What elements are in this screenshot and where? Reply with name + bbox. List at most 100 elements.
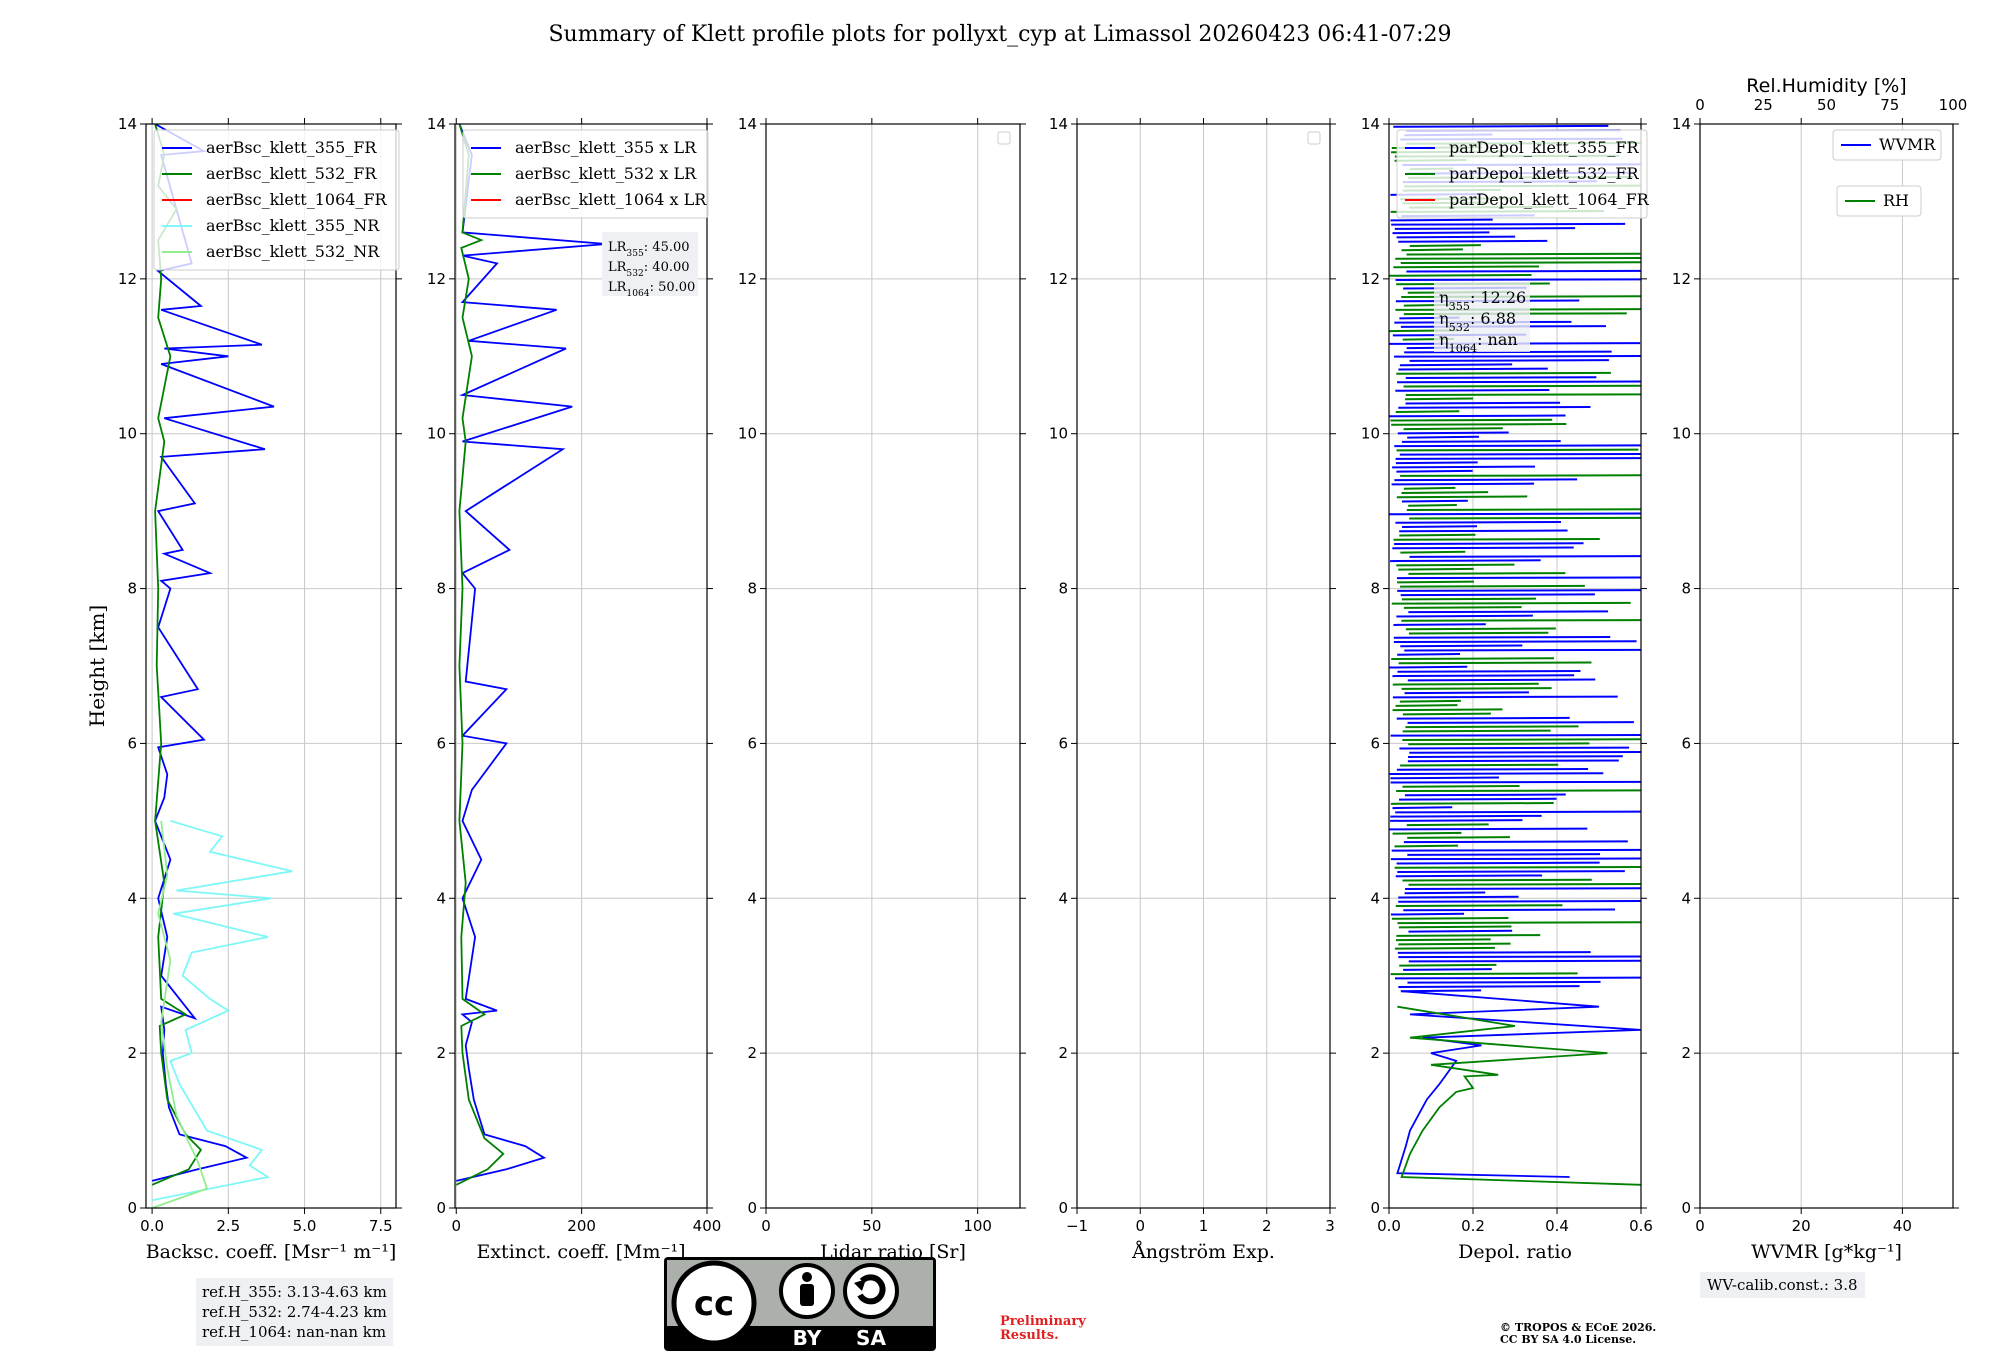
depol-noise-line — [1408, 929, 1513, 933]
y-tick-label: 4 — [436, 889, 446, 907]
depol-noise-line — [1392, 465, 1535, 469]
eta-value: η355: 12.26 — [1439, 288, 1526, 313]
depol-noise-line — [1392, 695, 1618, 699]
y-tick-label: 6 — [436, 734, 446, 752]
depol-noise-line — [1392, 708, 1503, 712]
top-tick-label: 100 — [1939, 96, 1968, 114]
depol-noise-line — [1398, 985, 1580, 988]
series-line-aerBsc_klett_355 x LR — [456, 124, 607, 1182]
depol-noise-line — [1406, 269, 1641, 273]
depol-noise-line — [1395, 256, 1641, 260]
x-tick-label: 2 — [1262, 1217, 1272, 1235]
depol-noise-line — [1398, 942, 1511, 946]
depol-noise-line — [1396, 469, 1473, 473]
depol-noise-line — [1407, 721, 1634, 724]
depol-noise-line — [1390, 776, 1499, 780]
figure-title: Summary of Klett profile plots for polly… — [548, 22, 1452, 47]
y-tick-label: 4 — [1058, 889, 1068, 907]
depol-noise-line — [1396, 614, 1533, 618]
depol-noise-line — [1398, 895, 1519, 899]
x-tick-label: 0.0 — [140, 1217, 164, 1235]
top-tick-label: 0 — [1695, 96, 1705, 114]
depol-noise-line — [1391, 222, 1626, 226]
legend-box — [1832, 129, 1942, 161]
depol-noise-line — [1401, 491, 1489, 494]
x-tick-label: 0.0 — [1377, 1217, 1401, 1235]
y-tick-label: 6 — [127, 734, 137, 752]
legend-label: aerBsc_klett_532_NR — [206, 242, 380, 261]
depol-noise-line — [1391, 917, 1509, 920]
depol-noise-line — [1403, 606, 1522, 609]
depol-noise-line — [1397, 652, 1461, 656]
x-tick-label: 3 — [1325, 1217, 1335, 1235]
depol-noise-line — [1390, 857, 1641, 861]
depol-noise-line — [1408, 572, 1566, 575]
depol-noise-line — [1403, 908, 1616, 912]
depol-noise-line — [1406, 823, 1489, 827]
depol-noise-line — [1394, 542, 1584, 546]
y-tick-label: 2 — [1681, 1044, 1691, 1062]
x-tick-label: 5.0 — [293, 1217, 317, 1235]
depol-noise-line — [1400, 644, 1523, 648]
depol-noise-line — [1394, 844, 1459, 848]
depol-noise-line — [1404, 691, 1529, 695]
y-tick-label: 10 — [427, 425, 446, 443]
depol-noise-line — [1395, 704, 1458, 707]
depol-noise-line — [1396, 563, 1515, 567]
depol-noise-line — [1389, 772, 1604, 776]
y-tick-label: 8 — [747, 580, 757, 598]
sa-arrow-head-icon — [854, 1279, 866, 1291]
depol-noise-line — [1401, 619, 1641, 622]
y-tick-label: 8 — [1370, 580, 1380, 598]
y-tick-label: 6 — [1370, 734, 1380, 752]
legend-label: aerBsc_klett_355_FR — [206, 138, 377, 157]
x-tick-label: 0 — [1135, 1217, 1145, 1235]
y-tick-label: 12 — [118, 270, 137, 288]
depol-noise-line — [1394, 444, 1641, 448]
depol-noise-line — [1407, 853, 1601, 856]
depol-noise-line — [1395, 457, 1641, 460]
depol-noise-line — [1393, 538, 1600, 541]
legend-box — [1836, 185, 1922, 217]
legend-label: aerBsc_klett_355 x LR — [515, 138, 697, 157]
depol-noise-line — [1397, 670, 1581, 673]
depol-noise-line — [1400, 584, 1585, 588]
series-line-aerBsc_klett_532 x LR — [455, 124, 505, 1186]
x-tick-label: 50 — [862, 1217, 881, 1235]
y-tick-label: 8 — [1058, 580, 1068, 598]
legend-label: RH — [1883, 191, 1909, 210]
legend: aerBsc_klett_355_FR aerBsc_klett_532_FRae… — [153, 129, 400, 271]
depol-noise-line — [1406, 508, 1641, 511]
lr-value: LR355: 45.00 — [608, 240, 690, 259]
y-tick-label: 10 — [1672, 425, 1691, 443]
depol-noise-line — [1394, 478, 1578, 482]
depol-noise-line — [1391, 482, 1535, 486]
sa-label: SA — [856, 1326, 886, 1350]
by-label: BY — [793, 1326, 822, 1350]
x-tick-label: 0 — [761, 1217, 771, 1235]
y-tick-label: 12 — [738, 270, 757, 288]
wv-calibration-box: WV-calib.const.: 3.8 — [1700, 1272, 1865, 1298]
legend-box — [1396, 129, 1648, 219]
depol-noise-line — [1396, 576, 1641, 580]
x-tick-label: 1 — [1199, 1217, 1209, 1235]
depol-noise-line — [1404, 350, 1612, 354]
depol-noise-line — [1409, 555, 1641, 558]
y-tick-label: 6 — [1681, 734, 1691, 752]
depol-noise-line — [1406, 252, 1641, 256]
depol-noise-line — [1394, 976, 1641, 980]
depol-noise-line — [1403, 384, 1641, 388]
axes-frame — [765, 123, 1021, 1209]
depol-noise-line — [1408, 610, 1609, 614]
depol-noise-line — [1399, 363, 1513, 367]
depol-noise-line — [1401, 440, 1561, 443]
depol-noise-line — [1397, 580, 1474, 584]
depol-noise-line — [1399, 797, 1557, 801]
depol-noise-line — [1407, 759, 1619, 763]
legend-label: aerBsc_klett_532 x LR — [515, 164, 697, 183]
depol-noise-line — [1392, 231, 1490, 235]
depol-noise-line — [1398, 925, 1512, 929]
depol-noise-line — [1400, 261, 1641, 264]
top-tick-label: 25 — [1754, 96, 1773, 114]
